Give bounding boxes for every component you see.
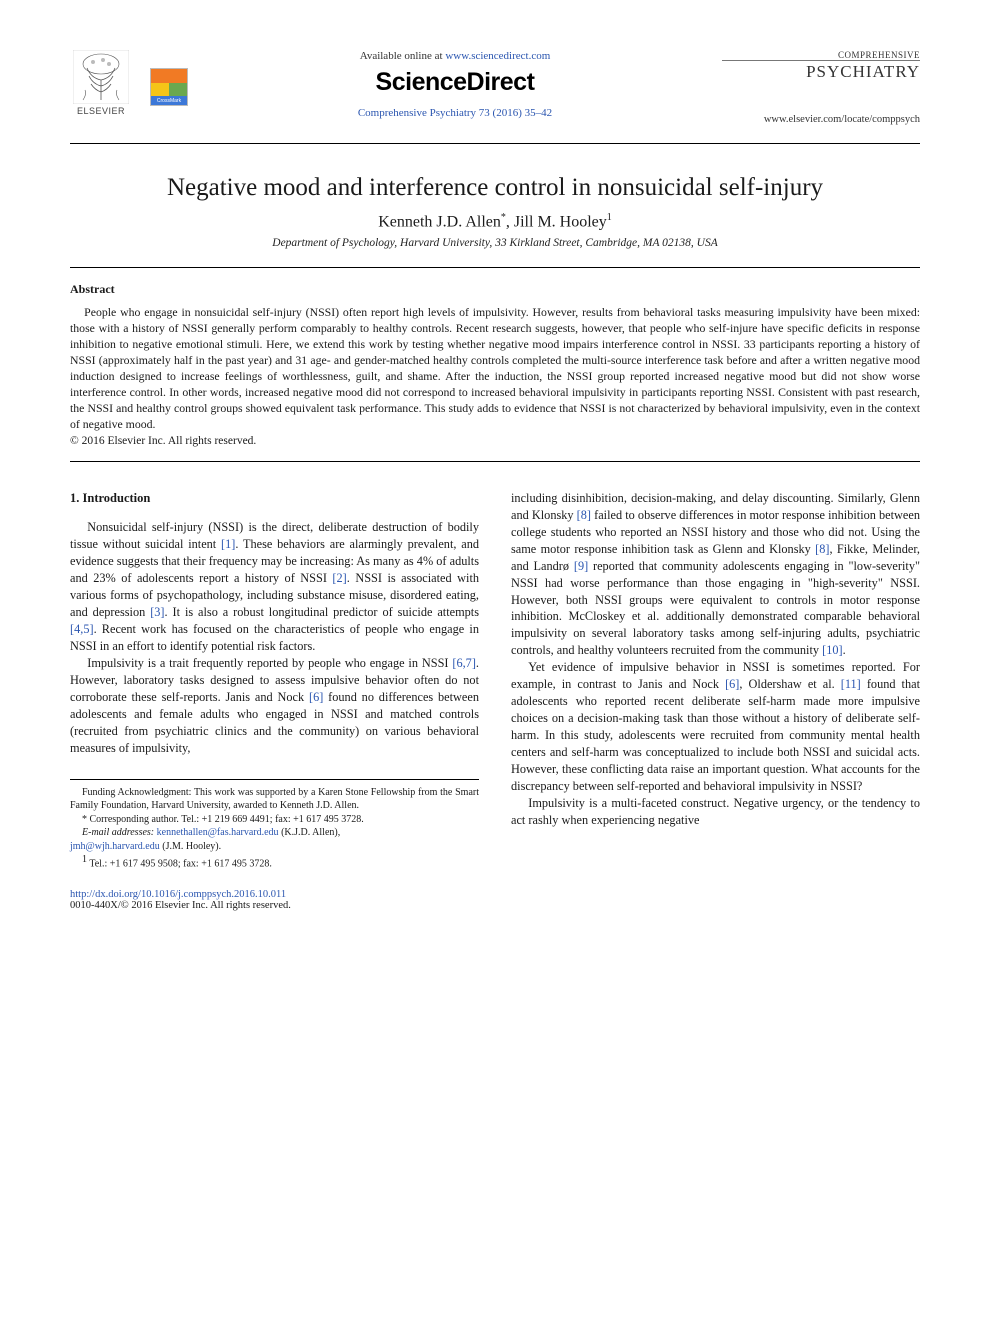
- journal-name-small: COMPREHENSIVE: [838, 50, 920, 60]
- abstract-text: People who engage in nonsuicidal self-in…: [70, 305, 920, 432]
- journal-logo: COMPREHENSIVE PSYCHIATRY: [722, 50, 920, 82]
- journal-name-big: PSYCHIATRY: [722, 60, 920, 82]
- left-column: 1. Introduction Nonsuicidal self-injury …: [70, 490, 479, 871]
- email-2[interactable]: jmh@wjh.harvard.edu: [70, 841, 160, 852]
- divider: [70, 267, 920, 268]
- section-heading: 1. Introduction: [70, 490, 479, 507]
- citation-ref[interactable]: [11]: [841, 677, 861, 691]
- doi-link[interactable]: http://dx.doi.org/10.1016/j.comppsych.20…: [70, 889, 286, 900]
- corr-text: Corresponding author. Tel.: +1 219 669 4…: [87, 814, 364, 825]
- citation-ref[interactable]: [4,5]: [70, 622, 94, 636]
- citation-line[interactable]: Comprehensive Psychiatry 73 (2016) 35–42: [198, 107, 712, 119]
- citation-ref[interactable]: [3]: [150, 605, 164, 619]
- sciencedirect-link[interactable]: www.sciencedirect.com: [445, 50, 550, 62]
- body-para: Nonsuicidal self-injury (NSSI) is the di…: [70, 519, 479, 655]
- note1-text: Tel.: +1 617 495 9508; fax: +1 617 495 3…: [87, 858, 272, 869]
- crossmark-label: CrossMark: [157, 98, 181, 104]
- citation-ref[interactable]: [10]: [822, 643, 843, 657]
- doi-block: http://dx.doi.org/10.1016/j.comppsych.20…: [70, 889, 478, 911]
- elsevier-logo: ELSEVIER: [70, 50, 132, 120]
- available-prefix: Available online at: [360, 50, 446, 62]
- body-columns: 1. Introduction Nonsuicidal self-injury …: [70, 490, 920, 871]
- issn-copyright: 0010-440X/© 2016 Elsevier Inc. All right…: [70, 900, 291, 911]
- authors-line: Kenneth J.D. Allen*, Jill M. Hooley1: [70, 212, 920, 231]
- citation-ref[interactable]: [8]: [577, 508, 591, 522]
- abstract-body: People who engage in nonsuicidal self-in…: [70, 305, 920, 432]
- corresponding-note: * Corresponding author. Tel.: +1 219 669…: [70, 813, 479, 827]
- affiliation: Department of Psychology, Harvard Univer…: [70, 237, 920, 249]
- citation-ref[interactable]: [6]: [309, 690, 323, 704]
- journal-header: ELSEVIER CrossMark Available online at w…: [70, 50, 920, 125]
- tel-note: 1 Tel.: +1 617 495 9508; fax: +1 617 495…: [70, 853, 479, 871]
- sciencedirect-logo: ScienceDirect: [198, 68, 712, 97]
- author-1: Kenneth J.D. Allen: [378, 213, 501, 230]
- publisher-logo-group: ELSEVIER CrossMark: [70, 50, 188, 120]
- article-title: Negative mood and interference control i…: [70, 174, 920, 202]
- email-line: E-mail addresses: kennethallen@fas.harva…: [70, 826, 479, 840]
- body-para: Impulsivity is a multi-faceted construct…: [511, 795, 920, 829]
- available-online: Available online at www.sciencedirect.co…: [198, 50, 712, 62]
- citation-ref[interactable]: [9]: [574, 559, 588, 573]
- body-para: Impulsivity is a trait frequently report…: [70, 655, 479, 757]
- email-1-aff: (K.J.D. Allen),: [279, 827, 341, 838]
- header-center: Available online at www.sciencedirect.co…: [188, 50, 722, 119]
- citation-ref[interactable]: [6]: [725, 677, 739, 691]
- body-para: including disinhibition, decision-making…: [511, 490, 920, 660]
- email-line-2: jmh@wjh.harvard.edu (J.M. Hooley).: [70, 840, 479, 854]
- email-2-aff: (J.M. Hooley).: [160, 841, 221, 852]
- author-2-mark: 1: [607, 212, 612, 223]
- citation-ref[interactable]: [8]: [815, 542, 829, 556]
- author-sep: ,: [506, 213, 514, 230]
- citation-ref[interactable]: [1]: [221, 537, 235, 551]
- email-1[interactable]: kennethallen@fas.harvard.edu: [157, 827, 279, 838]
- abstract-heading: Abstract: [70, 282, 920, 297]
- elsevier-label: ELSEVIER: [77, 106, 125, 116]
- body-para: Yet evidence of impulsive behavior in NS…: [511, 659, 920, 795]
- funding-note: Funding Acknowledgment: This work was su…: [70, 786, 479, 813]
- crossmark-badge[interactable]: CrossMark: [150, 68, 188, 106]
- journal-locate-url: www.elsevier.com/locate/comppsych: [722, 114, 920, 125]
- header-right: COMPREHENSIVE PSYCHIATRY www.elsevier.co…: [722, 50, 920, 125]
- author-2: Jill M. Hooley: [514, 213, 607, 230]
- divider: [70, 461, 920, 462]
- right-column: including disinhibition, decision-making…: [511, 490, 920, 871]
- citation-ref[interactable]: [6,7]: [452, 656, 476, 670]
- abstract-copyright: © 2016 Elsevier Inc. All rights reserved…: [70, 435, 920, 447]
- email-label: E-mail addresses:: [82, 827, 157, 838]
- elsevier-tree-icon: [73, 50, 129, 104]
- footnotes-block: Funding Acknowledgment: This work was su…: [70, 779, 479, 871]
- citation-ref[interactable]: [2]: [332, 571, 346, 585]
- divider: [70, 143, 920, 144]
